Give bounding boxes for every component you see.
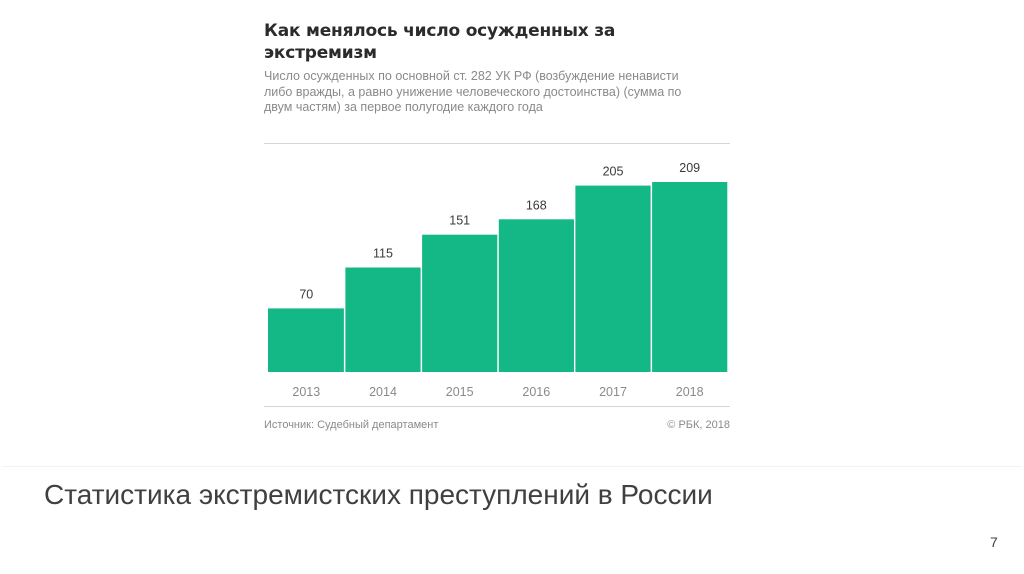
data-label-2018: 209 <box>679 161 700 175</box>
data-label-2014: 115 <box>373 247 393 261</box>
chart-title: Как менялось число осужденных за экстрем… <box>264 21 616 63</box>
bar-2015 <box>422 234 498 372</box>
data-label-2015: 151 <box>449 214 470 228</box>
chart-divider <box>264 143 730 144</box>
slide-title: Статистика экстремистских преступлений в… <box>44 479 713 510</box>
data-label-2017: 205 <box>603 165 624 179</box>
bar-2013 <box>268 308 344 372</box>
bar-2014 <box>345 267 421 372</box>
chart-credit: © РБК, 2018 <box>667 419 730 431</box>
chart-subtitle: Число осужденных по основной ст. 282 УК … <box>264 69 682 114</box>
data-label-2016: 168 <box>526 198 547 212</box>
bar-chart: 70 2013 115 2014 151 2015 168 2016 205 2017 209 201… <box>264 161 730 407</box>
x-tick-label-2013: 2013 <box>292 385 320 399</box>
x-tick-label-2015: 2015 <box>446 385 474 399</box>
page-number: 7 <box>990 534 998 550</box>
x-tick-label-2017: 2017 <box>599 385 627 399</box>
bar-2017 <box>575 185 651 372</box>
bar-2016 <box>498 219 574 372</box>
x-tick-label-2016: 2016 <box>522 385 550 399</box>
chart-source: Источник: Судебный департамент <box>264 419 439 431</box>
data-label-2013: 70 <box>299 287 313 301</box>
x-tick-label-2018: 2018 <box>676 385 704 399</box>
x-tick-label-2014: 2014 <box>369 385 397 399</box>
slide-divider <box>2 466 1022 467</box>
bar-2018 <box>652 182 728 372</box>
